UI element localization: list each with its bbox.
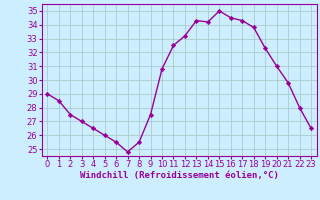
X-axis label: Windchill (Refroidissement éolien,°C): Windchill (Refroidissement éolien,°C) bbox=[80, 171, 279, 180]
